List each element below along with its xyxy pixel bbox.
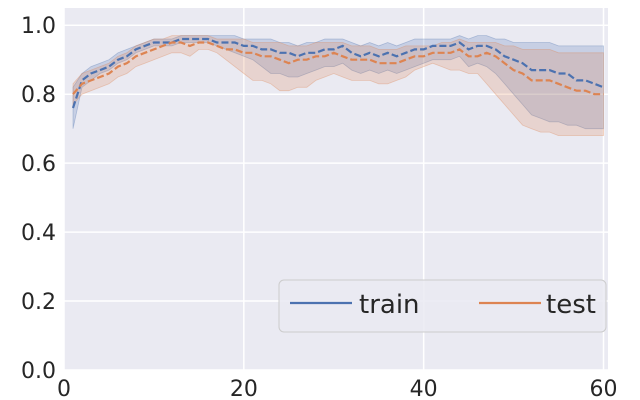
x-tick-label: 60 xyxy=(590,377,618,400)
x-tick-label: 40 xyxy=(410,377,438,400)
y-tick-label: 0.4 xyxy=(21,221,56,246)
legend[interactable]: train test xyxy=(278,279,607,333)
series-lines xyxy=(71,37,604,109)
y-axis-ticks: 0.0 0.2 0.4 0.6 0.8 1.0 xyxy=(21,14,56,384)
y-tick-label: 0.8 xyxy=(21,83,56,108)
train-band xyxy=(72,35,604,130)
y-tick-label: 0.6 xyxy=(21,152,56,177)
test-line xyxy=(72,41,604,96)
y-tick-label: 1.0 xyxy=(21,14,56,39)
y-tick-label: 0.2 xyxy=(21,290,56,315)
x-tick-label: 20 xyxy=(230,377,258,400)
legend-box xyxy=(278,279,607,333)
train-line xyxy=(71,37,604,109)
test-legend-label: test xyxy=(546,290,596,320)
x-axis-ticks: 0 20 40 60 xyxy=(57,377,618,400)
y-tick-label: 0.0 xyxy=(21,359,56,384)
x-tick-label: 0 xyxy=(57,377,71,400)
test-band xyxy=(72,35,604,137)
confidence-bands xyxy=(72,35,604,137)
train-legend-label: train xyxy=(359,290,420,320)
